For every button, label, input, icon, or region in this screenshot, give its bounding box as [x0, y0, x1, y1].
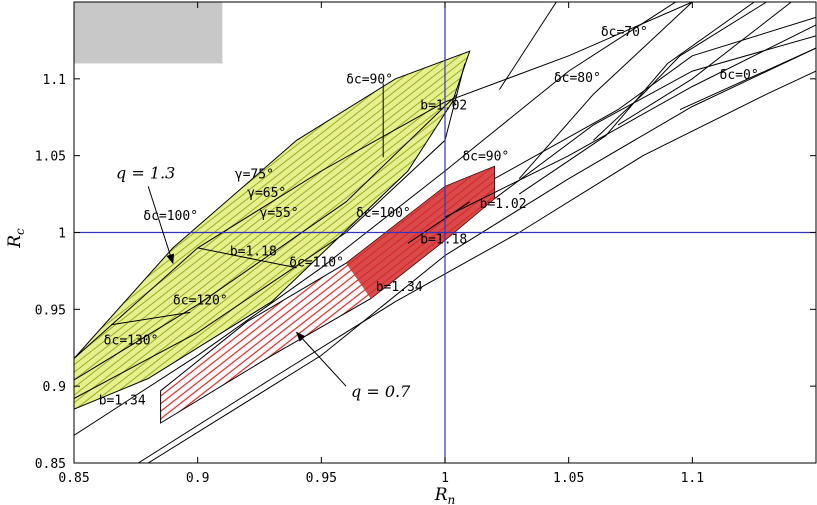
y-axis-title-main: R [5, 235, 25, 249]
series-line-7 [494, 35, 816, 200]
annotation-3: γ=75° [235, 168, 274, 183]
y-axis-title: Rc [5, 228, 27, 249]
annotation-1: δc=90° [346, 72, 393, 87]
annotation-20: δc=0° [720, 68, 759, 83]
series-line-12 [593, 2, 767, 141]
x-tick-label-4: 1 [441, 471, 449, 486]
region-1-line-4 [197, 247, 297, 269]
series-line-5 [444, 24, 816, 218]
y-tick-label-1: 0.85 [35, 457, 66, 472]
plot-area [74, 2, 816, 463]
series-line-6 [494, 16, 816, 180]
x-tick-label-2: 0.9 [186, 471, 209, 486]
annotation-8: b=1.34 [99, 394, 146, 409]
region-1-line-2 [74, 93, 458, 381]
series-line-13 [617, 2, 792, 126]
annotation-17: δc=60° [677, 0, 724, 1]
q-label-1: q = 1.3 [116, 164, 175, 183]
y-axis-title-sub: c [13, 228, 27, 235]
annotation-2: b=1.02 [420, 99, 467, 114]
annotation-12: b=1.18 [420, 232, 467, 247]
y-tick-label-5: 1.05 [35, 150, 66, 165]
annotation-10: b=1.02 [480, 197, 527, 212]
y-tick-label-2: 0.9 [43, 380, 66, 395]
x-tick-label-6: 1.1 [681, 471, 704, 486]
x-axis-title: Rn [434, 485, 456, 505]
region-1-line-3 [111, 311, 191, 326]
annotation-9: δc=90° [462, 149, 509, 164]
series-line-8 [679, 47, 816, 111]
annotation-15: δc=120° [173, 294, 228, 309]
annotation-5: γ=55° [260, 206, 299, 221]
y-tick-label-6: 1.1 [43, 73, 66, 88]
arrow-1 [147, 186, 174, 265]
annotation-11: δc=100° [356, 206, 411, 221]
annotation-18: δc=70° [601, 25, 648, 40]
x-tick-label-1: 0.85 [58, 471, 89, 486]
annotation-13: δc=110° [289, 255, 344, 270]
y-tick-label-4: 1 [58, 227, 66, 242]
annotation-16: δc=130° [104, 334, 159, 349]
series-line-9 [498, 2, 557, 90]
x-tick-label-3: 0.95 [306, 471, 337, 486]
annotation-6: δc=100° [143, 209, 198, 224]
x-axis-title-main: R [434, 485, 448, 505]
annotation-14: b=1.34 [376, 280, 423, 295]
q-label-2: q = 0.7 [351, 382, 411, 401]
annotation-7: b=1.18 [230, 245, 277, 260]
y-tick-label-3: 0.95 [35, 303, 66, 318]
annotation-19: δc=80° [554, 71, 601, 86]
region-2-line-1 [407, 201, 470, 244]
grey-box [74, 2, 223, 64]
x-axis-title-sub: n [448, 493, 456, 505]
series-line-10 [518, 2, 693, 180]
annotation-4: γ=65° [247, 186, 286, 201]
x-tick-label-5: 1.05 [553, 471, 584, 486]
arrow-2 [295, 331, 347, 387]
series-line-4 [147, 47, 816, 463]
